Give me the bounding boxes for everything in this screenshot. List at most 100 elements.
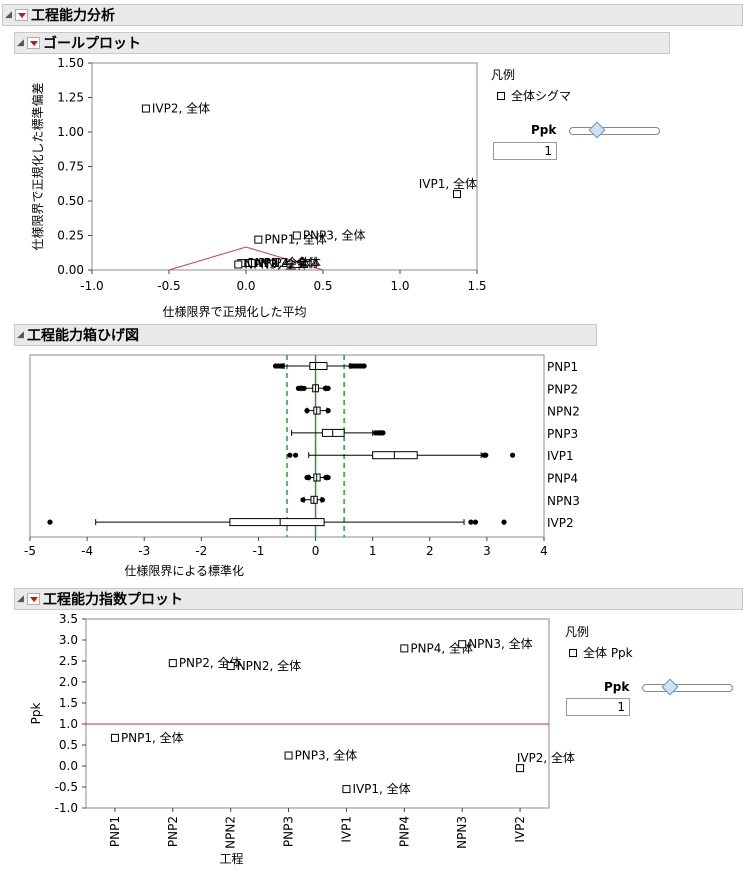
goal-point: [141, 104, 150, 113]
red-triangle-menu-icon[interactable]: [15, 9, 28, 21]
y-tick-label: 3.5: [59, 612, 78, 626]
goal-point: [254, 235, 263, 244]
x-tick-label: 1: [369, 544, 377, 558]
x-tick-label: -1.0: [80, 279, 103, 293]
x-category-label: IVP2: [513, 816, 527, 843]
goal-plot-chart: -1.0 -0.5 0.0 0.5 1.0 1.5 0.00 0.25 0.50 0.75 1.00…: [30, 56, 487, 319]
y-tick-label: 1.5: [59, 696, 78, 710]
goal-x-axis-label: 仕様限界で正規化した平均: [162, 304, 306, 319]
index-plot-chart: -1.0 -0.5 0.0 0.5 1.0 1.5 2.0 2.5 3.0 3.5 PNP1 PNP2…: [29, 612, 575, 866]
box-outlier-point: [292, 452, 299, 458]
x-category-label: IVP1: [339, 816, 353, 843]
x-category-label: PNP4: [397, 816, 411, 847]
index-point-label: PNP1, 全体: [121, 730, 184, 745]
index-point-label: IVP2, 全体: [517, 750, 575, 765]
disclosure-triangle-icon[interactable]: ◢: [5, 10, 12, 20]
capability-analysis-title: 工程能力分析: [31, 8, 115, 24]
x-tick-label: -2: [195, 544, 207, 558]
y-tick-label: 1.25: [57, 91, 84, 105]
box-outlier-point: [509, 452, 516, 458]
box-category-label: NPN3: [547, 494, 580, 508]
capability-analysis-header[interactable]: ◢ 工程能力分析: [2, 4, 743, 26]
box-category-label: NPN2: [547, 405, 580, 419]
box-category-label: PNP3: [547, 427, 578, 441]
y-tick-label: 0.5: [59, 738, 78, 752]
box-category-label: IVP1: [547, 449, 574, 463]
box-rect: [229, 518, 325, 527]
y-tick-label: -1.0: [55, 801, 78, 815]
goal-ppk-label: Ppk: [531, 123, 557, 137]
goal-triangle-line: [168, 246, 324, 271]
box-rect: [321, 428, 345, 437]
disclosure-triangle-icon[interactable]: ◢: [17, 38, 24, 48]
y-tick-label: 2.5: [59, 654, 78, 668]
y-tick-label: 1.50: [57, 56, 84, 70]
box-outlier-point: [501, 519, 507, 525]
legend-square-icon: [569, 648, 577, 657]
goal-point: [452, 190, 461, 199]
x-category-label: PNP3: [282, 816, 296, 847]
slider-thumb-icon[interactable]: [588, 121, 606, 139]
red-triangle-menu-icon[interactable]: [27, 37, 40, 49]
red-triangle-menu-icon[interactable]: [27, 593, 40, 605]
box-outlier-point: [483, 452, 489, 458]
goal-ppk-input[interactable]: [493, 142, 557, 160]
goal-legend-item[interactable]: 全体シグマ: [497, 87, 571, 104]
goal-point-label: PNP1, 全体: [264, 232, 327, 247]
box-outlier-point: [472, 519, 479, 525]
y-tick-label: 1.00: [57, 125, 84, 139]
goal-point-label: PNP3, 全体: [303, 228, 366, 243]
x-category-label: NPN3: [455, 816, 469, 849]
x-tick-label: -1: [252, 544, 264, 558]
x-tick-label: -4: [81, 544, 93, 558]
box-plot-header[interactable]: ◢ 工程能力箱ひげ図: [14, 324, 597, 346]
index-point: [400, 644, 409, 653]
box-outlier-point: [325, 474, 331, 481]
goal-point-label: IVP2, 全体: [152, 101, 210, 116]
x-tick-label: 0.5: [313, 279, 332, 293]
box-outlier-point: [47, 519, 53, 525]
x-tick-label: 0.0: [236, 279, 255, 293]
goal-plot-header[interactable]: ◢ ゴールプロット: [14, 32, 670, 54]
x-category-label: NPN2: [224, 816, 238, 849]
index-legend-item[interactable]: 全体 Ppk: [569, 644, 633, 661]
index-point: [342, 785, 351, 794]
box-outlier-point: [325, 385, 331, 391]
goal-ppk-slider[interactable]: [569, 121, 660, 139]
index-point-label: IVP1, 全体: [352, 781, 410, 796]
index-plot-frame: [85, 618, 550, 809]
index-plot-header[interactable]: ◢ 工程能力指数プロット: [14, 588, 743, 610]
box-outlier-point: [287, 452, 293, 458]
box-outlier-point: [325, 408, 331, 414]
x-tick-label: 1.0: [390, 279, 409, 293]
disclosure-triangle-icon[interactable]: ◢: [17, 330, 24, 340]
index-legend-title: 凡例: [565, 625, 590, 639]
index-plot-title: 工程能力指数プロット: [43, 592, 183, 608]
y-tick-label: 0.75: [57, 160, 84, 174]
index-legend-label: 全体 Ppk: [583, 646, 633, 660]
index-x-axis-label: 工程: [219, 851, 243, 866]
box-outlier-point: [300, 497, 306, 503]
goal-plot-frame: [91, 62, 478, 271]
y-tick-label: 0.00: [57, 263, 84, 277]
y-tick-label: 0.0: [59, 759, 78, 773]
y-tick-label: 1.0: [59, 717, 78, 731]
index-ppk-input[interactable]: [566, 698, 630, 716]
box-outlier-point: [468, 519, 474, 525]
index-point: [458, 640, 467, 649]
box-outlier-point: [319, 497, 326, 503]
goal-legend-title: 凡例: [491, 68, 516, 82]
disclosure-triangle-icon[interactable]: ◢: [17, 594, 24, 604]
x-tick-label: -5: [24, 544, 36, 558]
goal-plot-title: ゴールプロット: [43, 36, 141, 52]
slider-thumb-icon[interactable]: [661, 678, 679, 696]
index-point-label: PNP3, 全体: [295, 748, 358, 763]
index-point-label: NPN3, 全体: [468, 636, 532, 651]
x-category-label: PNP1: [108, 816, 122, 847]
index-ppk-slider[interactable]: [642, 678, 733, 696]
goal-y-axis-label: 仕様限界で正規化した標準偏差: [30, 82, 45, 250]
y-tick-label: -0.5: [55, 780, 78, 794]
index-point: [168, 659, 177, 668]
box-outlier-point: [380, 430, 386, 436]
box-rect: [372, 451, 418, 460]
